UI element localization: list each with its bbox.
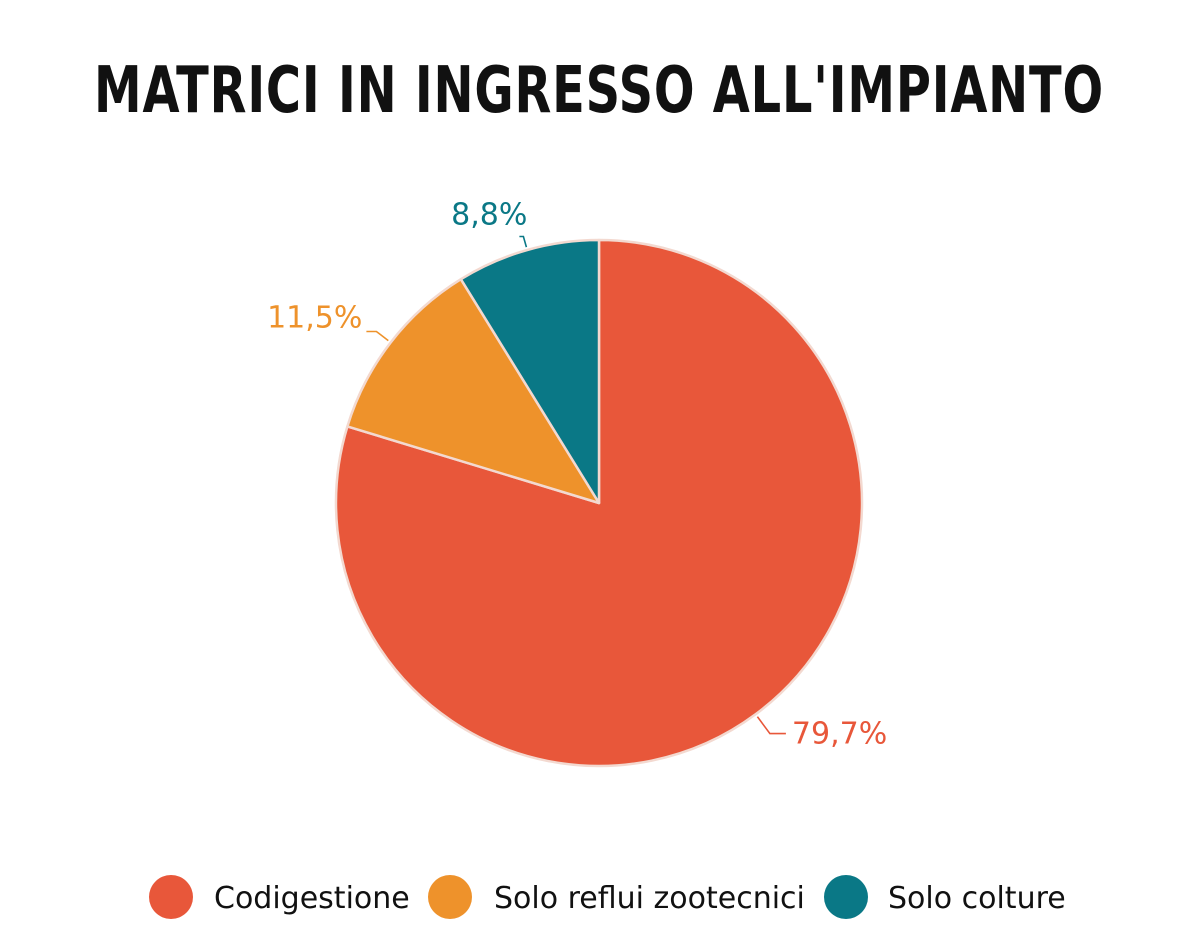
legend-label-solo-colture: Solo colture	[888, 881, 1066, 916]
legend-item-codigestione: Codigestione	[149, 875, 410, 919]
leader-line-codigestione	[756, 716, 786, 735]
pie-slice-solo-colture	[459, 238, 601, 505]
legend-marker-solo-reflui-zootecnici	[428, 875, 472, 919]
legend-item-solo-reflui-zootecnici: Solo reflui zootecnici	[428, 875, 805, 919]
pie-slice-solo-reflui-zootecnici	[346, 277, 601, 505]
legend-label-codigestione: Codigestione	[214, 881, 410, 916]
legend-item-solo-colture: Solo colture	[824, 875, 1066, 919]
data-label-codigestione: 79,7%	[792, 717, 887, 752]
legend: Codigestione Solo reflui zootecnici Solo c…	[149, 875, 1066, 919]
legend-marker-solo-colture	[824, 875, 868, 919]
legend-marker-codigestione	[149, 875, 193, 919]
data-label-solo-colture: 8,8%	[451, 198, 527, 233]
chart-title: Matrici in ingresso all'impianto	[94, 54, 1104, 128]
pie-slices	[334, 238, 864, 768]
leader-line-solo-reflui-zootecnici	[366, 330, 389, 342]
data-label-solo-reflui-zootecnici: 11,5%	[267, 301, 362, 336]
leader-line-solo-colture	[519, 235, 528, 248]
pie-data-labels: 79,7% 11,5% 8,8%	[267, 198, 887, 752]
legend-label-solo-reflui-zootecnici: Solo reflui zootecnici	[494, 881, 805, 916]
pie-slice-codigestione	[334, 238, 864, 768]
